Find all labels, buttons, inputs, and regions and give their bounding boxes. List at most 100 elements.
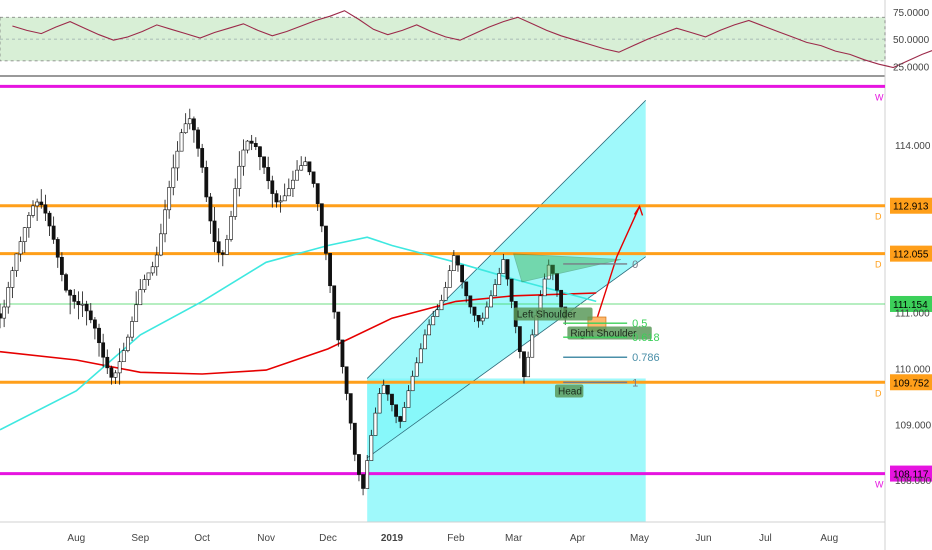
level-badge-1 — [890, 245, 932, 262]
candle-body-78 — [319, 203, 324, 227]
candle-body-58 — [237, 165, 242, 189]
candle-body-115 — [472, 306, 477, 316]
candle-body-109 — [447, 270, 452, 288]
candle-body-97 — [398, 416, 403, 422]
y-tick-label-2: 110.000 — [895, 364, 931, 375]
candle-body-28 — [113, 372, 118, 378]
candle-body-5 — [18, 241, 23, 255]
candle-body-44 — [179, 132, 184, 152]
candle-body-37 — [150, 266, 155, 274]
candle-body-30 — [121, 350, 126, 363]
candle-body-33 — [134, 304, 139, 322]
candle-body-74 — [303, 161, 308, 166]
candle-body-15 — [59, 256, 64, 275]
candle-body-50 — [204, 167, 209, 198]
candle-body-85 — [348, 393, 353, 424]
projection-arrow-head — [633, 204, 644, 216]
candle-body-59 — [241, 149, 246, 167]
candle-body-68 — [278, 200, 283, 203]
channel-vertical-fill — [367, 378, 646, 522]
candle-body-88 — [361, 474, 365, 489]
candle-body-104 — [427, 324, 431, 336]
horizontal-levels: D 112.913 D 112.055 D 109.752 W 108.117 W 111.154 — [0, 84, 932, 490]
candle-body-80 — [328, 253, 332, 287]
x-tick-label-4: Dec — [319, 533, 337, 544]
candle-body-96 — [394, 404, 398, 417]
x-tick-label-6: Feb — [447, 533, 465, 544]
candle-body-39 — [159, 233, 163, 256]
fibonacci-retracement: 0 0.5 0.618 0.786 1 — [563, 259, 660, 389]
level-badge-3 — [890, 465, 932, 482]
candle-body-45 — [183, 123, 188, 134]
fib-label-0: 0 — [632, 259, 638, 271]
fib-label-2: 0.618 — [632, 332, 660, 344]
x-tick-label-7: Mar — [505, 533, 523, 544]
candle-body-133 — [546, 264, 551, 280]
x-tick-label-12: Aug — [820, 533, 838, 544]
candle-body-76 — [311, 171, 316, 184]
candle-body-87 — [357, 454, 361, 475]
candle-body-46 — [187, 118, 192, 125]
annotation-head-bg — [554, 384, 584, 398]
candle-body-119 — [489, 295, 493, 308]
candle-body-95 — [390, 393, 394, 406]
candle-body-13 — [51, 225, 56, 240]
candle-body-35 — [142, 279, 147, 290]
candle-body-24 — [97, 327, 101, 344]
candle-body-25 — [101, 342, 106, 358]
oscillator-tick-label-0: 75.0000 — [893, 8, 930, 19]
candle-body-118 — [484, 306, 489, 319]
candle-body-94 — [385, 384, 390, 395]
candles — [0, 108, 568, 496]
y-tick-label-4: 108.000 — [895, 476, 932, 487]
y-tick-label-1: 111.000 — [895, 309, 930, 320]
candle-body-129 — [530, 334, 535, 358]
candle-body-77 — [315, 183, 320, 204]
candle-body-121 — [497, 273, 502, 285]
candle-body-1 — [2, 306, 7, 319]
candle-body-81 — [332, 285, 337, 313]
candle-body-42 — [171, 167, 176, 188]
candle-body-89 — [365, 460, 370, 489]
candle-body-20 — [80, 303, 85, 306]
candle-body-62 — [253, 143, 258, 147]
candle-body-117 — [480, 317, 485, 322]
candle-body-26 — [105, 356, 110, 369]
candle-body-135 — [555, 273, 559, 291]
candle-body-6 — [22, 227, 27, 242]
candle-body-112 — [460, 264, 464, 283]
candle-body-92 — [377, 393, 382, 414]
fib-label-3: 0.786 — [632, 352, 660, 364]
candle-body-41 — [167, 187, 172, 211]
candle-body-21 — [84, 303, 89, 312]
pattern-neckline-area — [513, 253, 622, 283]
candle-body-29 — [117, 361, 122, 374]
candle-body-49 — [200, 148, 205, 168]
candle-body-23 — [92, 319, 97, 329]
candle-body-98 — [402, 407, 407, 422]
fib-label-4: 1 — [632, 377, 638, 389]
x-tick-label-3: Nov — [257, 533, 275, 544]
candle-body-126 — [517, 326, 522, 352]
level-badge-label-2: 109.752 — [893, 378, 930, 389]
candle-body-36 — [146, 272, 151, 280]
candle-body-3 — [10, 270, 15, 288]
level-tag-1: D — [875, 260, 882, 270]
candle-body-48 — [196, 129, 200, 149]
candle-body-10 — [39, 201, 44, 206]
candle-body-22 — [88, 310, 93, 321]
level-tag-3: W — [875, 480, 884, 490]
candle-body-55 — [225, 239, 229, 255]
channel-lower-line — [366, 256, 646, 459]
candle-body-83 — [340, 339, 345, 368]
candle-body-69 — [282, 195, 287, 202]
y-tick-label-3: 109.000 — [895, 420, 932, 431]
candle-body-111 — [456, 255, 460, 266]
candle-body-56 — [229, 216, 233, 240]
candle-body-128 — [526, 356, 531, 378]
candle-body-51 — [208, 196, 213, 222]
level-badge-0 — [890, 197, 932, 214]
x-tick-label-5: 2019 — [381, 533, 404, 544]
fib-label-1: 0.5 — [632, 318, 647, 330]
